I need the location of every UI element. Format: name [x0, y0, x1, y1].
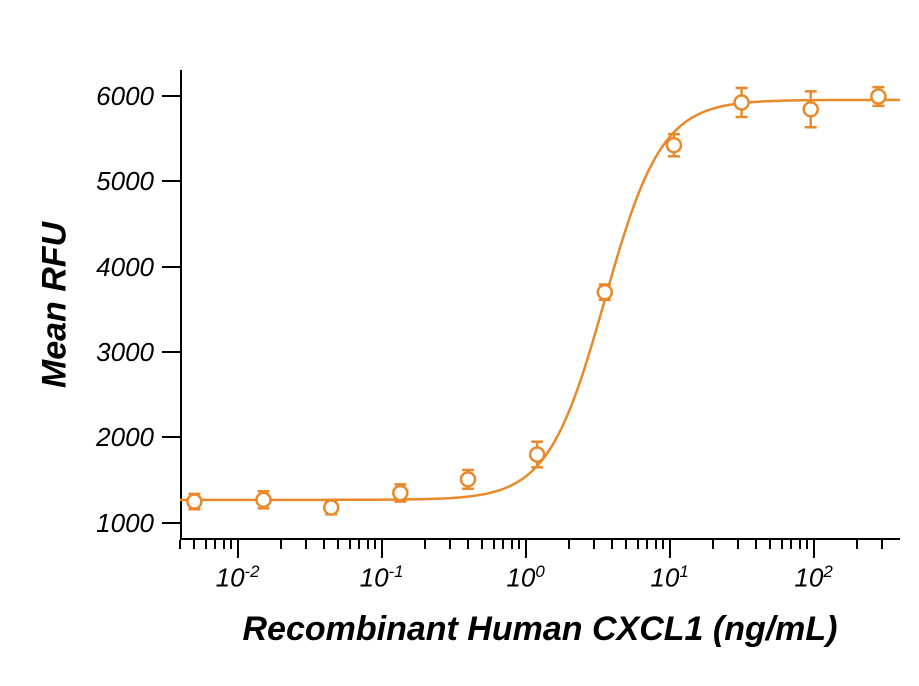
x-minor-tick [305, 540, 307, 549]
y-tick [162, 95, 180, 97]
x-minor-tick [358, 540, 360, 549]
y-tick-label: 2000 [0, 422, 154, 453]
x-minor-tick [230, 540, 232, 549]
data-marker [735, 95, 749, 109]
x-tick-label: 10-1 [342, 562, 422, 594]
x-minor-tick [223, 540, 225, 549]
x-minor-tick [280, 540, 282, 549]
y-tick-label: 5000 [0, 166, 154, 197]
x-minor-tick [205, 540, 207, 549]
x-minor-tick [449, 540, 451, 549]
y-tick [162, 180, 180, 182]
x-minor-tick [790, 540, 792, 549]
y-tick [162, 266, 180, 268]
x-minor-tick [856, 540, 858, 549]
x-minor-tick [755, 540, 757, 549]
data-marker [393, 486, 407, 500]
x-minor-tick [493, 540, 495, 549]
fit-curve [180, 100, 900, 500]
chart-container: Mean RFU Recombinant Human CXCL1 (ng/mL)… [0, 0, 919, 686]
x-minor-tick [712, 540, 714, 549]
x-minor-tick [214, 540, 216, 549]
x-tick-label: 10-2 [198, 562, 278, 594]
x-minor-tick [502, 540, 504, 549]
x-minor-tick [568, 540, 570, 549]
x-minor-tick [193, 540, 195, 549]
data-marker [187, 495, 201, 509]
y-tick [162, 351, 180, 353]
x-minor-tick [593, 540, 595, 549]
y-tick-label: 1000 [0, 508, 154, 539]
x-major-tick [237, 540, 239, 558]
x-minor-tick [467, 540, 469, 549]
x-minor-tick [323, 540, 325, 549]
data-marker [257, 493, 271, 507]
data-marker [324, 501, 338, 515]
x-minor-tick [799, 540, 801, 549]
x-minor-tick [881, 540, 883, 549]
x-minor-tick [806, 540, 808, 549]
y-tick [162, 522, 180, 524]
x-major-tick [813, 540, 815, 558]
data-marker [667, 138, 681, 152]
x-minor-tick [518, 540, 520, 549]
x-minor-tick [625, 540, 627, 549]
x-minor-tick [367, 540, 369, 549]
x-major-tick [525, 540, 527, 558]
y-tick-label: 3000 [0, 337, 154, 368]
x-minor-tick [349, 540, 351, 549]
x-minor-tick [737, 540, 739, 549]
x-minor-tick [655, 540, 657, 549]
x-minor-tick [374, 540, 376, 549]
x-minor-tick [769, 540, 771, 549]
x-minor-tick [179, 540, 181, 549]
x-minor-tick [611, 540, 613, 549]
x-tick-label: 102 [774, 562, 854, 594]
data-marker [804, 102, 818, 116]
x-minor-tick [637, 540, 639, 549]
x-minor-tick [646, 540, 648, 549]
x-minor-tick [511, 540, 513, 549]
x-minor-tick [424, 540, 426, 549]
data-marker [530, 448, 544, 462]
y-tick-label: 6000 [0, 81, 154, 112]
x-minor-tick [337, 540, 339, 549]
y-tick-label: 4000 [0, 252, 154, 283]
x-minor-tick [662, 540, 664, 549]
data-marker [461, 472, 475, 486]
x-tick-label: 100 [486, 562, 566, 594]
y-tick [162, 436, 180, 438]
x-tick-label: 101 [630, 562, 710, 594]
x-minor-tick [781, 540, 783, 549]
x-major-tick [381, 540, 383, 558]
x-minor-tick [481, 540, 483, 549]
data-marker [598, 285, 612, 299]
data-marker [871, 89, 885, 103]
x-major-tick [669, 540, 671, 558]
